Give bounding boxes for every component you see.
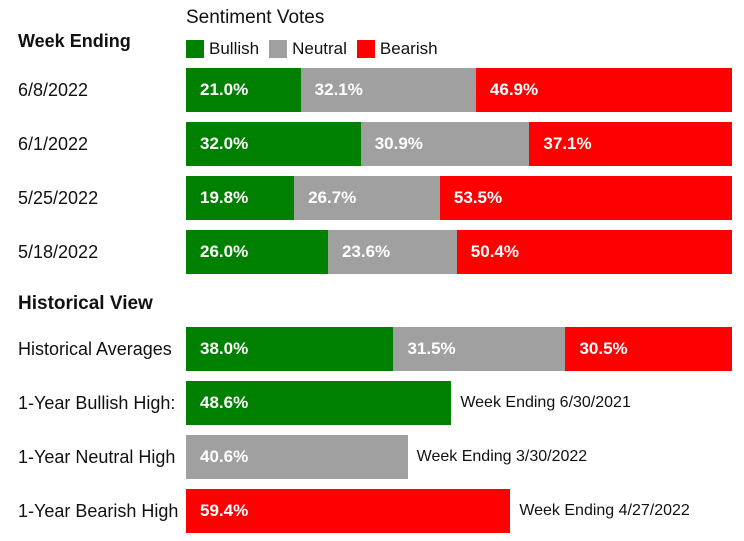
neutral-high-label: 1-Year Neutral High (18, 446, 176, 467)
week-row-bullish-segment: 32.0% (186, 122, 361, 166)
legend: Bullish Neutral Bearish (186, 38, 448, 60)
legend-label-bullish: Bullish (209, 39, 260, 58)
week-row-bullish-segment: 21.0% (186, 68, 301, 112)
neutral-high-note: Week Ending 3/30/2022 (416, 448, 588, 465)
chart-title: Sentiment Votes (186, 7, 325, 28)
bearish-high-bar: 59.4% (186, 489, 511, 533)
week-row-bearish-segment: 37.1% (529, 122, 732, 166)
week-ending-heading: Week Ending (18, 31, 131, 51)
week-row-bearish-segment: 46.9% (475, 68, 732, 112)
week-row-neutral-segment: 26.7% (294, 176, 440, 220)
legend-label-bearish: Bearish (379, 39, 438, 58)
week-row-bearish-segment: 53.5% (439, 176, 732, 220)
historical-averages-bar: 38.0% 31.5% 30.5% (186, 327, 732, 371)
week-row-bullish-segment: 19.8% (186, 176, 295, 220)
bearish-high-segment: 59.4% (186, 489, 511, 533)
legend-item-bullish: Bullish (186, 39, 259, 59)
week-label: 6/1/2022 (18, 133, 89, 154)
legend-swatch-bearish (356, 40, 375, 58)
week-row-bearish-segment: 50.4% (456, 230, 732, 274)
bullish-high-bar: 48.6% (186, 381, 452, 425)
legend-item-neutral: Neutral (269, 39, 347, 59)
week-row-bar: 26.0% 23.6% 50.4% (186, 230, 732, 274)
week-label: 5/18/2022 (18, 241, 99, 262)
bullish-high-label: 1-Year Bullish High: (18, 392, 176, 413)
week-row-bar: 21.0% 32.1% 46.9% (186, 68, 732, 112)
historical-averages-label: Historical Averages (18, 338, 172, 359)
neutral-high-segment: 40.6% (186, 435, 408, 479)
bullish-high-segment: 48.6% (186, 381, 452, 425)
historical-averages-bullish-segment: 38.0% (186, 327, 394, 371)
legend-label-neutral: Neutral (292, 39, 347, 58)
bearish-high-label: 1-Year Bearish High (18, 500, 179, 521)
legend-swatch-bullish (186, 40, 204, 58)
legend-swatch-neutral (269, 40, 288, 58)
week-label: 6/8/2022 (18, 79, 89, 100)
week-row-bar: 32.0% 30.9% 37.1% (186, 122, 732, 166)
historical-averages-bearish-segment: 30.5% (565, 327, 732, 371)
week-row-neutral-segment: 30.9% (360, 122, 530, 166)
bullish-high-note: Week Ending 6/30/2021 (460, 394, 631, 411)
week-row-bar: 19.8% 26.7% 53.5% (186, 176, 732, 220)
week-row-bullish-segment: 26.0% (186, 230, 328, 274)
week-row-neutral-segment: 23.6% (327, 230, 457, 274)
week-label: 5/25/2022 (18, 187, 99, 208)
historical-averages-neutral-segment: 31.5% (393, 327, 566, 371)
legend-item-bearish: Bearish (356, 39, 438, 59)
historical-view-heading: Historical View (18, 293, 153, 314)
neutral-high-bar: 40.6% (186, 435, 408, 479)
bearish-high-note: Week Ending 4/27/2022 (519, 502, 690, 519)
week-row-neutral-segment: 32.1% (300, 68, 476, 112)
